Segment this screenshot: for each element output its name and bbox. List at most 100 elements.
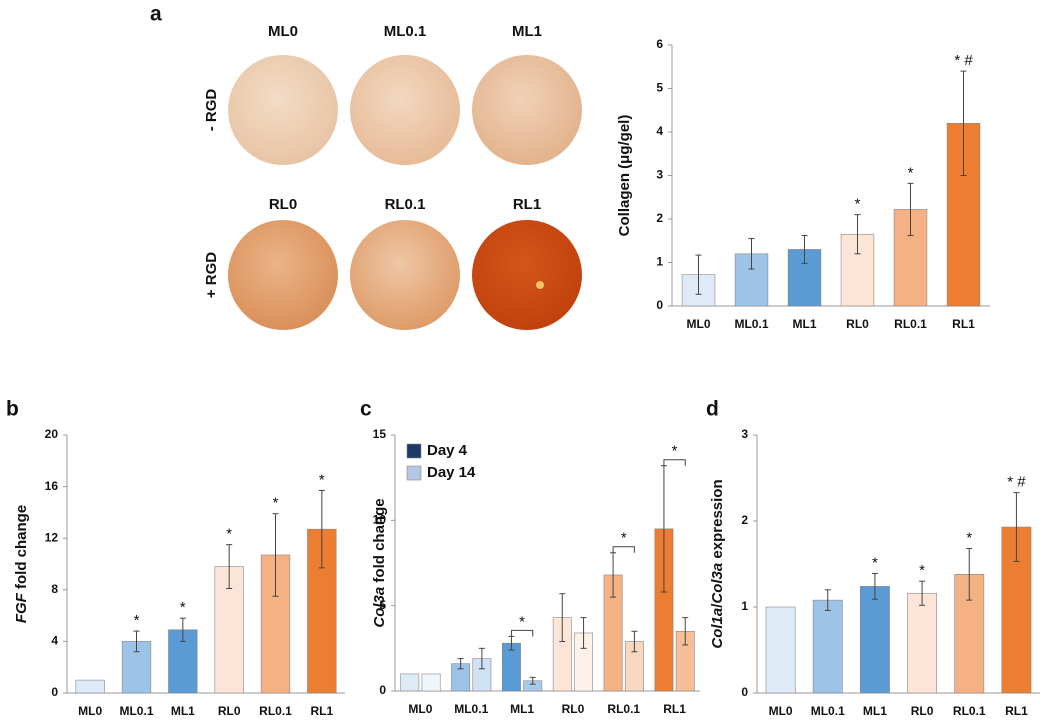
x-tick-label: RL0 (562, 702, 585, 716)
y-axis-label-part: FGF (13, 592, 30, 623)
y-axis-label: Col3a fold change (371, 498, 388, 627)
bar (421, 673, 441, 692)
x-tick-label: ML0.1 (119, 704, 153, 718)
y-tick-label: 2 (741, 513, 748, 527)
row-label: - RGD (203, 89, 220, 132)
y-tick-label: 4 (51, 634, 58, 648)
panel-label: a (150, 3, 162, 26)
y-axis-label-part: Col3a (371, 587, 388, 628)
x-tick-label: ML0.1 (811, 704, 845, 718)
y-tick-label: 20 (45, 427, 59, 441)
bar (400, 673, 420, 692)
y-axis-label-part: Col1a (709, 608, 726, 649)
row-label: + RGD (203, 252, 220, 298)
x-tick-label: RL0.1 (259, 704, 292, 718)
chart: Collagen (μg/gel) 0 1 2 3 4 5 6 ML0 ML0.1 ML1 RL0 RL… (616, 37, 990, 331)
bar (907, 592, 938, 694)
significance: * # (1007, 474, 1026, 491)
x-tick-label: RL0 (218, 704, 241, 718)
significance: * (134, 612, 140, 629)
x-tick-label: ML1 (793, 317, 817, 331)
significance-bracket (510, 629, 534, 637)
y-tick-label: 0 (379, 683, 386, 697)
panel-label: b (6, 398, 19, 421)
x-tick-label: RL1 (1005, 704, 1028, 718)
y-tick-label: 8 (51, 582, 58, 596)
legend-label: Day 14 (427, 464, 476, 481)
y-tick-label: 5 (656, 81, 663, 95)
x-tick-label: RL0 (846, 317, 869, 331)
significance: * (855, 196, 861, 213)
gel-photo (228, 55, 338, 165)
x-tick-label: RL1 (310, 704, 333, 718)
significance: * (621, 530, 627, 547)
y-axis-label-part: Collagen (μg/gel) (616, 115, 633, 237)
significance: * (672, 443, 678, 460)
chart: Col3a fold change 0 5 10 15 ML0 ML0.1 ML1 RL0 RL0… (371, 427, 700, 716)
photo-label: RL0 (269, 196, 297, 213)
x-tick-label: ML0 (78, 704, 102, 718)
y-tick-label: 10 (373, 513, 387, 527)
significance: * (519, 613, 525, 630)
gel-spot (536, 281, 544, 289)
x-tick-label: RL0.1 (894, 317, 927, 331)
chart: Col1a/Col3a expression 0 1 2 3 ML0 ML0.1 ML1 RL0… (709, 427, 1040, 718)
y-axis-label: Col1a/Col3a expression (709, 479, 726, 648)
y-axis-label-part: fold change (371, 498, 388, 586)
legend-swatch (406, 443, 422, 459)
significance: * # (954, 52, 973, 69)
significance: * (919, 562, 925, 579)
photo-grid: ML0 ML0.1 ML1 RL0 RL0.1 RL1 - RGD + RGD (203, 23, 582, 330)
x-tick-label: RL0.1 (607, 702, 640, 716)
y-tick-label: 3 (741, 427, 748, 441)
x-tick-label: RL1 (663, 702, 686, 716)
significance-bracket (612, 546, 635, 553)
photo-label: ML0.1 (384, 23, 427, 40)
y-tick-label: 0 (656, 298, 663, 312)
y-tick-label: 16 (45, 479, 59, 493)
x-tick-label: ML0 (769, 704, 793, 718)
y-tick-label: 0 (51, 685, 58, 699)
y-tick-label: 0 (741, 685, 748, 699)
x-tick-label: ML0 (687, 317, 711, 331)
y-axis-label-part: fold change (13, 505, 30, 593)
bar (812, 599, 843, 694)
y-axis-label: Collagen (μg/gel) (616, 115, 633, 237)
y-tick-label: 15 (373, 427, 387, 441)
significance: * (319, 471, 325, 488)
x-tick-label: ML1 (171, 704, 195, 718)
y-axis-label-part: Col3a (709, 563, 726, 604)
significance: * (872, 554, 878, 571)
x-tick-label: ML1 (863, 704, 887, 718)
x-tick-label: ML1 (510, 702, 534, 716)
bar (765, 606, 796, 694)
panel-label: d (706, 398, 719, 421)
significance: * (908, 164, 914, 181)
y-tick-label: 12 (45, 530, 59, 544)
panel-label: c (360, 398, 372, 421)
photo-label: ML0 (268, 23, 298, 40)
y-axis-label-part: expression (709, 479, 726, 562)
y-tick-label: 1 (741, 599, 748, 613)
gel-photo (350, 220, 460, 330)
y-tick-label: 2 (656, 211, 663, 225)
y-axis-label: FGF fold change (13, 505, 30, 623)
significance: * (273, 495, 279, 512)
y-tick-label: 6 (656, 37, 663, 51)
y-tick-label: 1 (656, 255, 663, 269)
significance: * (226, 526, 232, 543)
gel-photo (472, 55, 582, 165)
bar (75, 679, 105, 694)
x-tick-label: RL0.1 (953, 704, 986, 718)
photo-label: RL0.1 (385, 196, 426, 213)
chart: FGF fold change 0 4 8 12 16 20 ML0 ML0.1 ML1 RL0 RL… (13, 427, 345, 718)
significance: * (180, 599, 186, 616)
x-tick-label: ML0.1 (734, 317, 768, 331)
x-tick-label: ML0 (408, 702, 432, 716)
y-tick-label: 3 (656, 168, 663, 182)
y-tick-label: 4 (656, 124, 663, 138)
significance: * (966, 529, 972, 546)
legend-label: Day 4 (427, 442, 468, 459)
gel-photo (472, 220, 582, 330)
